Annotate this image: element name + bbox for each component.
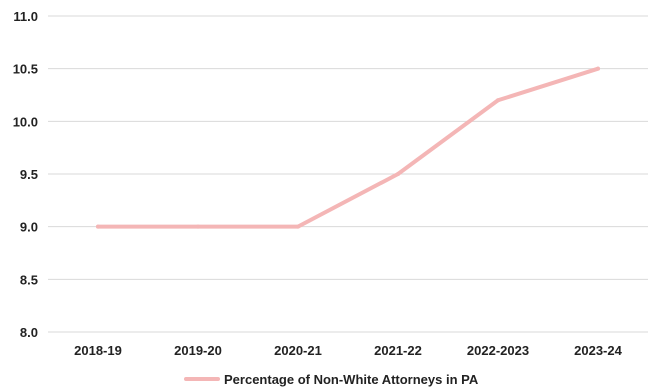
y-tick-label: 8.5 xyxy=(20,272,38,287)
y-tick-label: 9.5 xyxy=(20,167,38,182)
gridlines xyxy=(48,15,648,333)
y-tick-label: 9.0 xyxy=(20,220,38,235)
data-point xyxy=(196,224,200,229)
y-tick-label: 10.0 xyxy=(13,114,38,129)
x-tick-label: 2022-2023 xyxy=(467,343,529,358)
legend-label: Percentage of Non-White Attorneys in PA xyxy=(224,372,479,387)
x-tick-label: 2023-24 xyxy=(574,343,622,358)
legend: Percentage of Non-White Attorneys in PA xyxy=(184,372,479,387)
y-axis: 8.0 8.5 9.0 9.5 10.0 10.5 11.0 xyxy=(13,9,38,340)
y-tick-label: 10.5 xyxy=(13,62,38,77)
series-line xyxy=(96,66,600,229)
data-point xyxy=(296,224,300,229)
y-tick-label: 11.0 xyxy=(13,9,38,24)
x-axis: 2018-19 2019-20 2020-21 2021-22 2022-2023 202… xyxy=(74,343,622,358)
x-tick-label: 2021-22 xyxy=(374,343,422,358)
data-point xyxy=(496,98,500,103)
x-tick-label: 2018-19 xyxy=(74,343,122,358)
data-point xyxy=(96,224,100,229)
x-tick-label: 2019-20 xyxy=(174,343,222,358)
series-layer xyxy=(96,66,600,229)
y-tick-label: 8.0 xyxy=(20,325,38,340)
data-point xyxy=(396,172,400,176)
data-point xyxy=(596,66,600,71)
x-tick-label: 2020-21 xyxy=(274,343,322,358)
